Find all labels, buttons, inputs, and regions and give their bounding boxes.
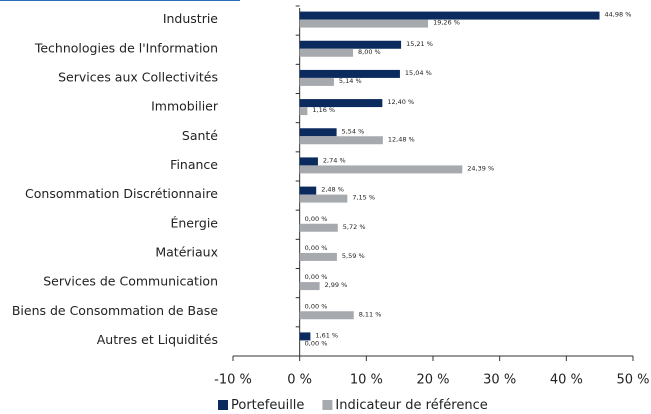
bar [299, 11, 600, 20]
category-label: Santé [182, 128, 218, 143]
value-label: 2,74 % [323, 156, 346, 164]
category-label: Services aux Collectivités [58, 69, 218, 84]
value-label: 5,59 % [342, 252, 365, 260]
value-label: 5,14 % [339, 77, 362, 85]
legend-swatch [322, 400, 333, 410]
category-label: Industrie [163, 11, 218, 26]
x-tick-label: 40 % [550, 373, 583, 388]
bar [299, 19, 429, 28]
x-tick-label: 10 % [350, 373, 383, 388]
value-label: 0,00 % [305, 215, 328, 223]
bar [299, 311, 354, 320]
bar [299, 77, 334, 86]
legend-label: Portefeuille [231, 398, 304, 413]
bar [299, 165, 463, 174]
category-label: Immobilier [151, 99, 219, 114]
bar [299, 69, 400, 78]
value-label: 8,11 % [359, 310, 382, 318]
value-label: 44,98 % [605, 11, 632, 19]
bar [299, 48, 353, 57]
value-label: 24,39 % [467, 164, 494, 172]
value-label: 0,00 % [305, 339, 328, 347]
value-label: 19,26 % [433, 19, 460, 27]
value-label: 5,72 % [343, 223, 366, 231]
bar [299, 40, 402, 49]
category-label: Énergie [170, 215, 218, 230]
value-label: 8,00 % [358, 48, 381, 56]
category-label: Consommation Discrétionnaire [25, 186, 218, 201]
value-label: 1,16 % [312, 106, 335, 114]
value-label: 12,40 % [387, 98, 414, 106]
value-label: 0,00 % [305, 244, 328, 252]
category-label: Technologies de l'Information [34, 40, 218, 55]
x-tick-label: 0 % [287, 373, 312, 388]
value-label: 15,04 % [405, 69, 432, 77]
bar [299, 128, 337, 137]
bar [299, 99, 383, 108]
bar [299, 282, 320, 291]
category-label: Services de Communication [43, 274, 218, 289]
bar [299, 332, 311, 341]
value-label: 0,00 % [305, 273, 328, 281]
category-label: Biens de Consommation de Base [12, 303, 218, 318]
value-label: 0,00 % [305, 302, 328, 310]
bar [299, 136, 383, 145]
value-label: 15,21 % [406, 40, 433, 48]
value-label: 5,54 % [342, 127, 365, 135]
bar [299, 186, 317, 195]
bar [299, 107, 308, 116]
value-label: 2,99 % [325, 281, 348, 289]
value-label: 2,48 % [321, 186, 344, 194]
x-tick-label: 30 % [483, 373, 516, 388]
legend-label: Indicateur de référence [335, 398, 487, 413]
x-tick-label: 20 % [416, 373, 449, 388]
bar [299, 252, 337, 261]
value-label: 7,15 % [352, 194, 375, 202]
category-label: Autres et Liquidités [97, 332, 218, 347]
bar [299, 223, 338, 232]
legend-swatch [218, 400, 228, 410]
value-label: 1,61 % [315, 331, 338, 339]
x-tick-label: 50 % [616, 373, 649, 388]
x-tick-label: -10 % [214, 373, 252, 388]
bar [299, 194, 348, 203]
category-label: Matériaux [155, 244, 218, 259]
bar [299, 157, 318, 166]
value-label: 12,48 % [388, 135, 415, 143]
category-label: Finance [170, 157, 218, 172]
